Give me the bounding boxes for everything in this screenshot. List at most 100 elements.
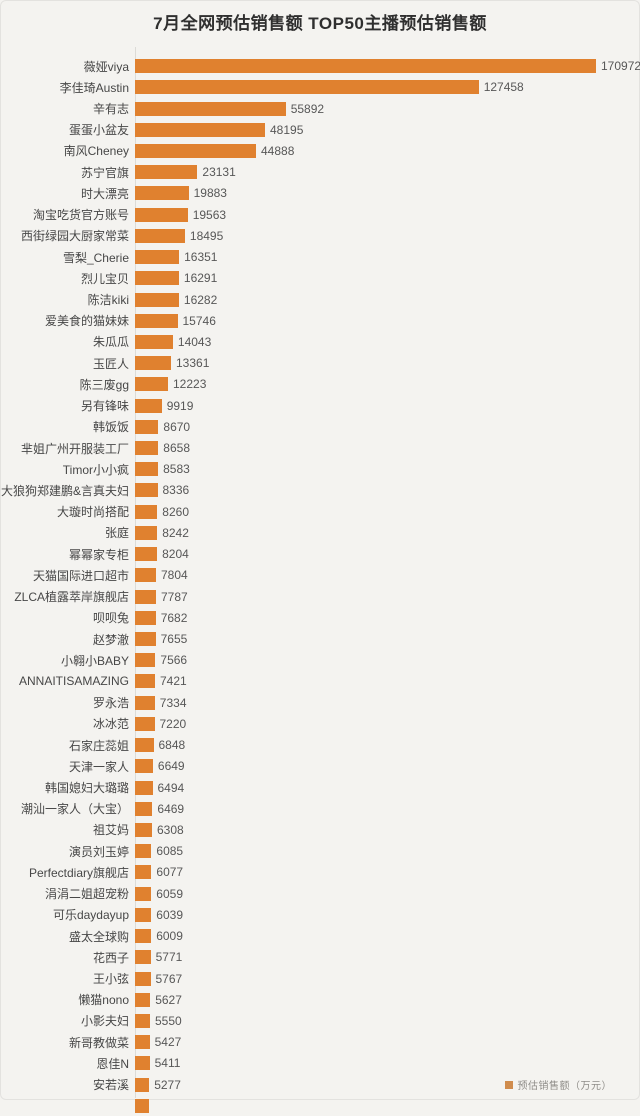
category-label: 恩佳N — [0, 1055, 129, 1072]
category-label: 雪梨_Cherie — [0, 249, 129, 266]
chart-row: 韩饭饭 8670 — [0, 416, 640, 437]
value-label: 5277 — [154, 1078, 181, 1092]
value-label: 7421 — [160, 674, 187, 688]
category-label: 爱美食的猫妹妹 — [0, 312, 129, 329]
category-label: 王小弦 — [0, 970, 129, 987]
bar — [135, 632, 156, 646]
value-label: 8658 — [163, 441, 190, 455]
bar — [135, 208, 188, 222]
bar — [135, 399, 162, 413]
bar — [135, 293, 179, 307]
bar — [135, 420, 158, 434]
bar — [135, 271, 179, 285]
chart-row: 烈儿宝贝 16291 — [0, 268, 640, 289]
bar — [135, 165, 197, 179]
category-label: 韩饭饭 — [0, 418, 129, 435]
category-label: ANNAITISAMAZING — [0, 674, 129, 688]
category-label: 张庭 — [0, 524, 129, 541]
category-label: 烈儿宝贝 — [0, 270, 129, 287]
bar — [135, 696, 155, 710]
value-label: 12223 — [173, 377, 206, 391]
value-label: 8583 — [163, 462, 190, 476]
value-label: 7334 — [160, 696, 187, 710]
category-label: 天津一家人 — [0, 758, 129, 775]
bar — [135, 993, 150, 1007]
category-label: 懒猫nono — [0, 991, 129, 1008]
chart-row: 大璇时尚搭配 8260 — [0, 501, 640, 522]
category-label: 盛太全球购 — [0, 928, 129, 945]
bar — [135, 717, 155, 731]
value-label: 5411 — [155, 1056, 181, 1070]
value-label: 13361 — [176, 356, 209, 370]
value-label: 16351 — [184, 250, 217, 264]
value-label: 5771 — [156, 950, 183, 964]
bar — [135, 1056, 150, 1070]
category-label: 罗永浩 — [0, 694, 129, 711]
legend-label: 预估销售额（万元） — [518, 1077, 613, 1092]
category-label: 安若溪 — [0, 1076, 129, 1093]
chart-legend: 预估销售额（万元） — [505, 1077, 613, 1092]
value-label: 6308 — [157, 823, 184, 837]
bar — [135, 547, 157, 561]
value-label: 6059 — [156, 887, 183, 901]
category-label: 大璇时尚搭配 — [0, 503, 129, 520]
bar — [135, 1078, 149, 1092]
category-label: 大狼狗郑建鹏&言真夫妇 — [0, 482, 129, 499]
category-label: 时大漂亮 — [0, 185, 129, 202]
bar — [135, 865, 151, 879]
chart-row: 淘宝吃货官方账号 19563 — [0, 204, 640, 225]
category-label: 小影夫妇 — [0, 1012, 129, 1029]
chart-row: 雪梨_Cherie 16351 — [0, 246, 640, 267]
value-label: 7566 — [160, 653, 187, 667]
value-label: 170972 — [601, 59, 640, 73]
category-label: 潮汕一家人（大宝） — [0, 800, 129, 817]
bar — [135, 462, 158, 476]
value-label: 8670 — [163, 420, 190, 434]
category-label: 南风Cheney — [0, 142, 129, 159]
bar — [135, 483, 158, 497]
bar — [135, 887, 151, 901]
chart-title: 7月全网预估销售额 TOP50主播预估销售额 — [0, 9, 640, 34]
bar — [135, 568, 156, 582]
category-label: 朱瓜瓜 — [0, 333, 129, 350]
value-label: 18495 — [190, 229, 223, 243]
value-label: 16291 — [184, 271, 217, 285]
category-label: 赵梦澈 — [0, 631, 129, 648]
bar — [135, 314, 178, 328]
value-label: 8260 — [162, 505, 189, 519]
bar — [135, 1014, 150, 1028]
value-label: 7787 — [161, 590, 188, 604]
category-label: 淘宝吃货官方账号 — [0, 206, 129, 223]
value-label: 55892 — [291, 102, 324, 116]
value-label: 7655 — [161, 632, 188, 646]
bar — [135, 59, 596, 73]
category-label: 呗呗兔 — [0, 609, 129, 626]
chart-row: 潮汕一家人（大宝）6469 — [0, 798, 640, 819]
category-label: 玉匠人 — [0, 355, 129, 372]
value-label: 19563 — [193, 208, 226, 222]
category-label: 新哥教做菜 — [0, 1034, 129, 1051]
legend-swatch-icon — [505, 1081, 513, 1089]
bar — [135, 823, 152, 837]
category-label: Perfectdiary旗舰店 — [0, 864, 129, 881]
category-label: 祖艾妈 — [0, 821, 129, 838]
